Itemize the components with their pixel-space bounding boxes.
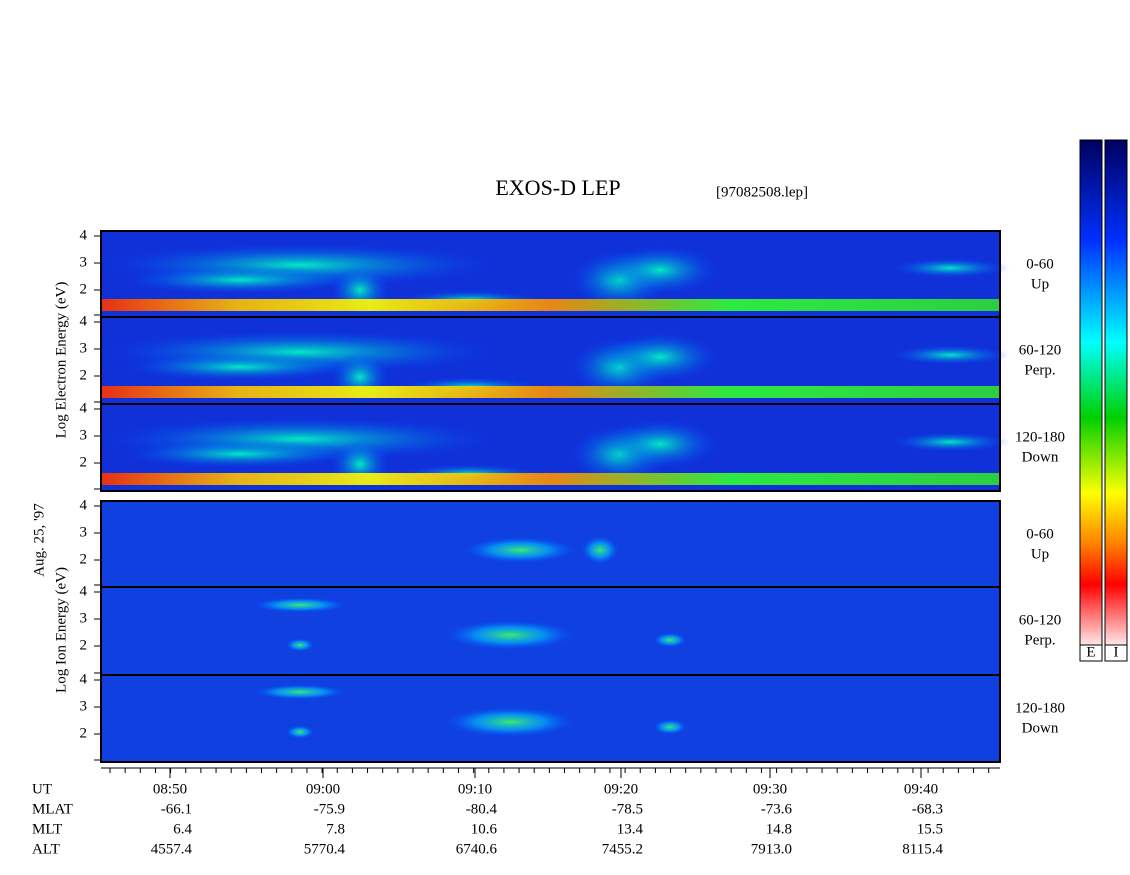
spectrogram-feature bbox=[890, 258, 1010, 278]
time-tick-label: 09:10 bbox=[458, 781, 492, 797]
colorbar-label: I bbox=[1114, 644, 1119, 660]
spectrogram-feature bbox=[890, 345, 1010, 365]
y-tick-label: 3 bbox=[80, 340, 88, 356]
y-tick-label: 3 bbox=[80, 698, 88, 714]
panel-range: 120-180 bbox=[1015, 429, 1065, 445]
panel-direction: Perp. bbox=[1024, 632, 1055, 648]
spectrogram-feature bbox=[120, 440, 360, 468]
panel-direction: Perp. bbox=[1024, 362, 1055, 378]
spectrogram-feature bbox=[460, 536, 580, 564]
spectrogram-feature bbox=[250, 684, 350, 700]
time-tick-label: 08:50 bbox=[153, 781, 187, 797]
low-energy-band bbox=[102, 299, 999, 311]
file-name: [97082508.lep] bbox=[716, 184, 808, 200]
y-tick-label: 3 bbox=[80, 610, 88, 626]
colorbar bbox=[1079, 139, 1103, 646]
orbit-value: 14.8 bbox=[766, 821, 792, 837]
low-energy-band bbox=[102, 386, 999, 398]
spectrogram-feature bbox=[285, 638, 315, 652]
panel-direction: Down bbox=[1022, 449, 1059, 465]
y-tick-label: 2 bbox=[80, 551, 88, 567]
spectrogram-feature bbox=[600, 245, 720, 295]
spectrogram-feature bbox=[250, 597, 350, 613]
spectrogram-feature bbox=[440, 619, 580, 651]
orbit-value: 5770.4 bbox=[304, 841, 346, 857]
time-tick-label: 09:20 bbox=[604, 781, 638, 797]
title: EXOS-D LEP bbox=[495, 175, 620, 200]
y-tick-label: 3 bbox=[80, 524, 88, 540]
orbit-value: 15.5 bbox=[917, 821, 943, 837]
y-tick-label: 2 bbox=[80, 637, 88, 653]
spectrogram-feature bbox=[600, 332, 720, 382]
low-energy-band bbox=[102, 473, 999, 485]
panel-border bbox=[100, 674, 1001, 763]
y-tick-label: 3 bbox=[80, 254, 88, 270]
y-tick-label: 4 bbox=[80, 313, 88, 329]
row-label: MLT bbox=[32, 821, 62, 837]
spectrogram-feature bbox=[890, 432, 1010, 452]
spectrogram-feature bbox=[600, 419, 720, 469]
panel-range: 120-180 bbox=[1015, 700, 1065, 716]
spectrogram-feature bbox=[120, 353, 360, 381]
ion-axis-label: Log Ion Energy (eV) bbox=[53, 567, 69, 693]
time-tick-label: 09:30 bbox=[753, 781, 787, 797]
panel-range: 60-120 bbox=[1019, 342, 1062, 358]
orbit-value: 6740.6 bbox=[456, 841, 498, 857]
y-tick-label: 2 bbox=[80, 725, 88, 741]
colorbar-label: E bbox=[1086, 644, 1095, 660]
panel-border bbox=[100, 403, 1001, 492]
y-tick-label: 4 bbox=[80, 583, 88, 599]
y-tick-label: 4 bbox=[80, 400, 88, 416]
spectrogram-feature bbox=[120, 266, 360, 294]
orbit-value: 7913.0 bbox=[751, 841, 792, 857]
electron-axis-label: Log Electron Energy (eV) bbox=[53, 282, 69, 439]
spectrogram-feature bbox=[285, 725, 315, 739]
orbit-value: -73.6 bbox=[761, 801, 793, 817]
orbit-value: -78.5 bbox=[612, 801, 643, 817]
panel-range: 60-120 bbox=[1019, 612, 1062, 628]
time-tick-label: 09:40 bbox=[904, 781, 938, 797]
y-tick-label: 4 bbox=[80, 497, 88, 513]
time-tick-label: 09:00 bbox=[306, 781, 340, 797]
panel-direction: Down bbox=[1022, 720, 1059, 736]
colorbar bbox=[1104, 139, 1128, 646]
row-label: MLAT bbox=[32, 801, 73, 817]
panel-direction: Up bbox=[1031, 276, 1049, 292]
row-label: UT bbox=[32, 781, 52, 797]
orbit-value: 7.8 bbox=[326, 821, 345, 837]
panel-direction: Up bbox=[1031, 546, 1049, 562]
orbit-value: -68.3 bbox=[912, 801, 943, 817]
y-tick-label: 4 bbox=[80, 671, 88, 687]
orbit-value: 4557.4 bbox=[151, 841, 193, 857]
panel-range: 0-60 bbox=[1026, 526, 1054, 542]
y-tick-label: 3 bbox=[80, 427, 88, 443]
colorbar-box bbox=[1104, 644, 1128, 662]
orbit-value: 8115.4 bbox=[902, 841, 943, 857]
colorbar-box bbox=[1079, 644, 1103, 662]
spectrogram-feature bbox=[652, 719, 688, 735]
spectrogram-feature bbox=[652, 632, 688, 648]
y-tick-label: 2 bbox=[80, 281, 88, 297]
orbit-value: -66.1 bbox=[161, 801, 192, 817]
panel-range: 0-60 bbox=[1026, 256, 1054, 272]
orbit-value: -75.9 bbox=[314, 801, 345, 817]
orbit-value: -80.4 bbox=[466, 801, 498, 817]
y-tick-label: 2 bbox=[80, 454, 88, 470]
y-tick-label: 2 bbox=[80, 367, 88, 383]
spectrogram-feature bbox=[580, 535, 620, 565]
orbit-value: 10.6 bbox=[471, 821, 498, 837]
orbit-value: 7455.2 bbox=[602, 841, 643, 857]
spectrogram-feature bbox=[440, 706, 580, 738]
row-label: ALT bbox=[32, 841, 60, 857]
y-tick-label: 4 bbox=[80, 227, 88, 243]
orbit-value: 6.4 bbox=[173, 821, 192, 837]
orbit-value: 13.4 bbox=[617, 821, 644, 837]
date-label: Aug. 25, '97 bbox=[31, 503, 47, 577]
